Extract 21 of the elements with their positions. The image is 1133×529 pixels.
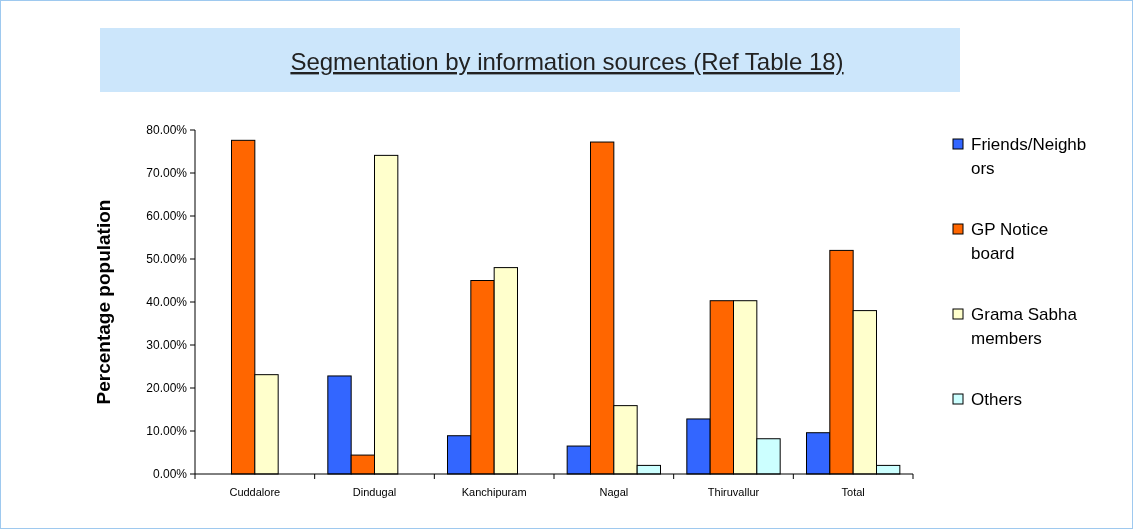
y-tick-label: 40.00% xyxy=(146,295,188,309)
y-tick-label: 70.00% xyxy=(146,166,188,180)
chart-title: Segmentation by information sources (Ref Table 18) xyxy=(290,48,844,75)
y-tick-label: 10.00% xyxy=(146,424,188,438)
y-tick-label: 20.00% xyxy=(146,381,188,395)
y-tick-label: 80.00% xyxy=(146,123,188,137)
x-tick-label: Total xyxy=(841,486,865,498)
y-axis-title: Percentage population xyxy=(93,199,114,405)
legend-label: Friends/Neighbors xyxy=(971,135,1087,178)
x-tick-label: Kanchipuram xyxy=(461,486,527,498)
y-tick-label: 60.00% xyxy=(146,209,188,223)
y-tick-label: 30.00% xyxy=(146,338,188,352)
legend-label: GP Notice board xyxy=(971,220,1049,263)
legend-label: Grama Sabha members xyxy=(971,305,1078,348)
x-tick-label: Nagal xyxy=(599,486,629,498)
x-tick-label: Thiruvallur xyxy=(707,486,760,498)
y-tick-label: 0.00% xyxy=(152,467,188,481)
x-tick-label: Dindugal xyxy=(352,486,397,498)
y-tick-label: 50.00% xyxy=(146,252,188,266)
legend-label: Others xyxy=(971,390,1023,409)
x-tick-label: Cuddalore xyxy=(229,486,281,498)
